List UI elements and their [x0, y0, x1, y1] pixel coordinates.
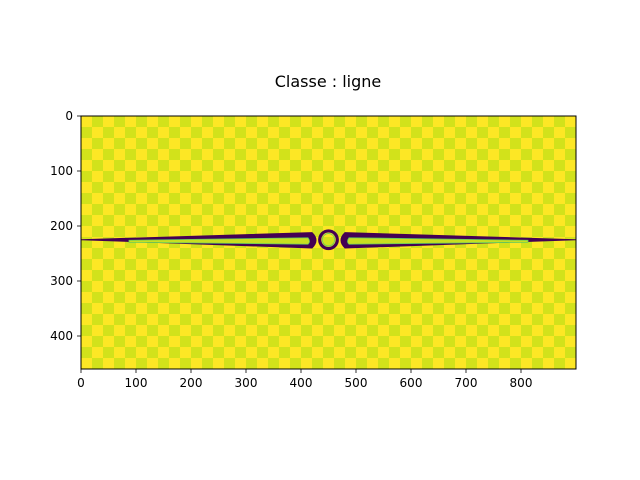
y-tick-label: 400: [50, 329, 73, 343]
y-tick-label: 0: [65, 109, 73, 123]
plot-frame: [80, 115, 577, 370]
chart-title: Classe : ligne: [275, 72, 382, 91]
ring-inner: [321, 233, 336, 247]
x-axis: 0 100 200 300 400 500 600 700 800: [77, 369, 532, 390]
x-tick-label: 0: [77, 376, 85, 390]
plot-area: [80, 115, 577, 370]
x-tick-label: 300: [235, 376, 258, 390]
x-tick-label: 500: [345, 376, 368, 390]
x-tick-label: 700: [455, 376, 478, 390]
x-tick-label: 100: [125, 376, 148, 390]
ring-shape: [318, 229, 339, 251]
line-shapes: [81, 229, 576, 251]
x-tick-label: 200: [180, 376, 203, 390]
x-tick-label: 400: [290, 376, 313, 390]
x-tick-label: 800: [510, 376, 533, 390]
left-spike-inner: [128, 237, 310, 245]
y-tick-label: 300: [50, 274, 73, 288]
y-tick-label: 100: [50, 164, 73, 178]
y-axis: 0 100 200 300 400: [50, 109, 81, 343]
y-tick-label: 200: [50, 219, 73, 233]
x-tick-label: 600: [400, 376, 423, 390]
right-spike-inner: [347, 237, 529, 245]
